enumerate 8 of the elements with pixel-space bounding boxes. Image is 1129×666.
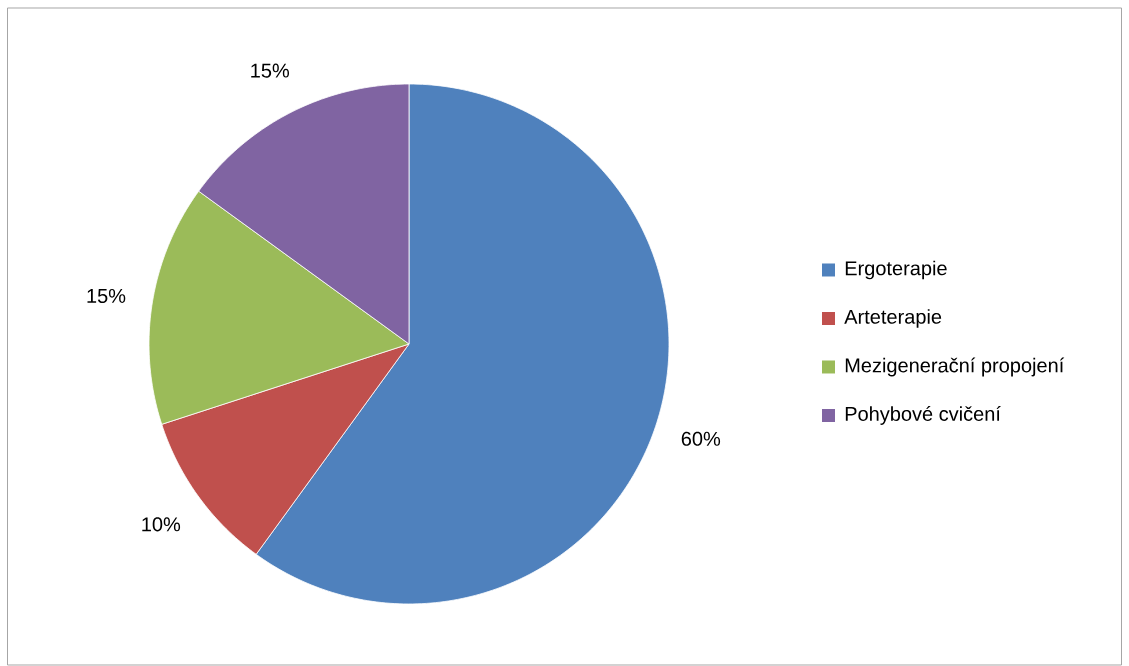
legend-label: Mezigenerační propojení xyxy=(845,357,1065,377)
legend-label: Pohybové cvičení xyxy=(845,406,1001,425)
legend-label: Ergoterapie xyxy=(845,260,947,280)
legend-label: Arteterapie xyxy=(844,309,942,328)
data-label: 10% xyxy=(142,517,181,532)
data-label: 15% xyxy=(251,63,290,78)
data-label: 60% xyxy=(681,431,721,446)
data-label: 15% xyxy=(87,288,126,304)
